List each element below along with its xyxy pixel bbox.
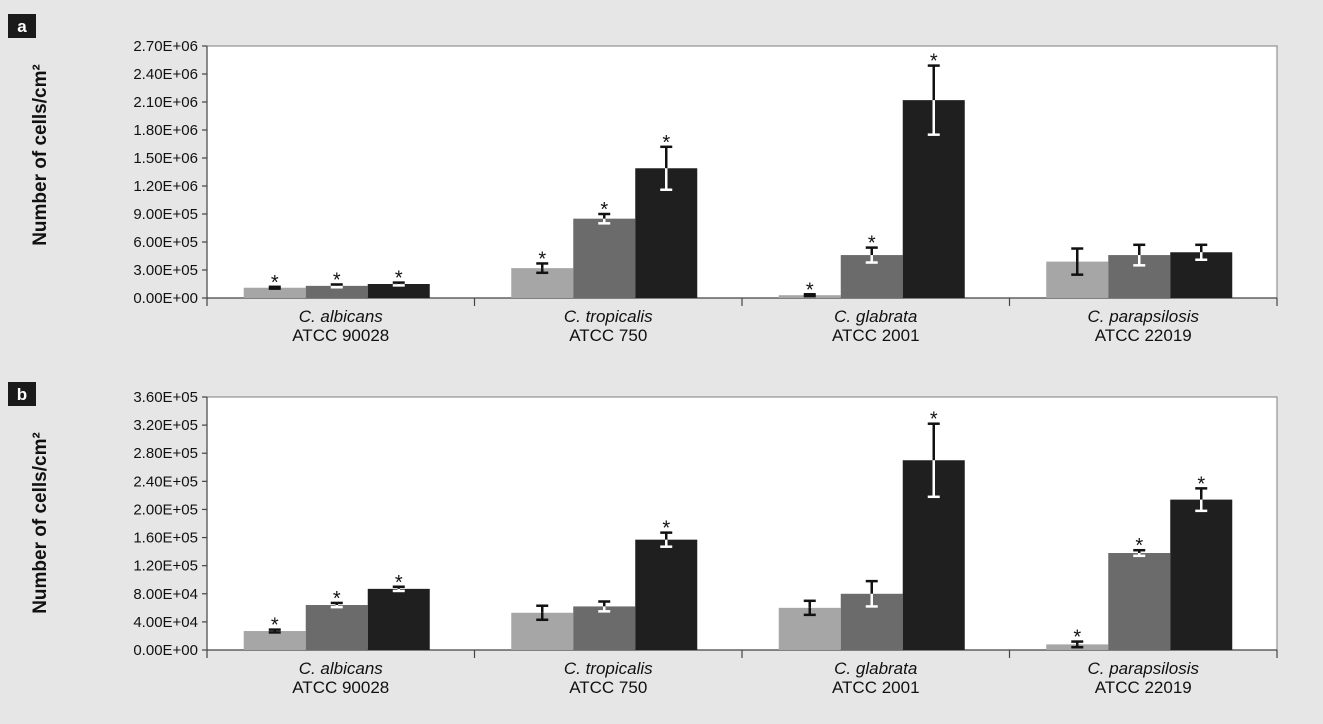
panel-a-category-strain-label: ATCC 750 xyxy=(569,326,647,345)
panel-a-significance-star: * xyxy=(868,233,876,255)
panel-b-y-tick-label: 2.00E+05 xyxy=(133,501,198,518)
panel-a-category-species-label: C. tropicalis xyxy=(564,307,653,326)
panel-b-category-strain-label: ATCC 22019 xyxy=(1095,678,1192,697)
panel-b-significance-star: * xyxy=(395,572,403,594)
panel-a-category-strain-label: ATCC 2001 xyxy=(832,326,920,345)
panel-a-y-tick-label: 2.70E+06 xyxy=(133,38,198,55)
panel-b-y-tick-label: 1.60E+05 xyxy=(133,530,198,547)
panel-a-y-tick-label: 2.10E+06 xyxy=(133,94,198,111)
panel-b-y-axis-label: Number of cells/cm² xyxy=(30,432,51,614)
panel-b-y-tick-label: 1.20E+05 xyxy=(133,558,198,575)
panel-a-bar xyxy=(573,218,636,298)
panel-a-y-axis-label: Number of cells/cm² xyxy=(30,64,51,246)
panel-b-bar xyxy=(1108,553,1171,650)
panel-b-significance-star: * xyxy=(1197,473,1205,495)
panel-b-significance-star: * xyxy=(271,615,279,637)
panel-b-y-tick-label: 4.00E+04 xyxy=(133,614,198,631)
panel-a-y-tick-label: 9.00E+05 xyxy=(133,206,198,223)
panel-b-significance-star: * xyxy=(1135,535,1143,557)
panel-b-category-species-label: C. tropicalis xyxy=(564,659,653,678)
panel-b-bar xyxy=(573,606,636,650)
panel-a-significance-star: * xyxy=(806,279,814,301)
panel-a-bar xyxy=(243,287,306,298)
panel-a-significance-star: * xyxy=(333,269,341,291)
panel-b-category-strain-label: ATCC 2001 xyxy=(832,678,920,697)
panel-a-significance-star: * xyxy=(662,132,670,154)
panel-b-bar xyxy=(367,588,430,650)
panel-a-category-species-label: C. parapsilosis xyxy=(1088,307,1200,326)
panel-a-significance-star: * xyxy=(538,248,546,270)
panel-b-y-tick-label: 3.60E+05 xyxy=(133,389,198,406)
panel-b-y-tick-label: 2.40E+05 xyxy=(133,473,198,490)
panel-a-bar xyxy=(367,284,430,298)
panel-b-significance-star: * xyxy=(1073,627,1081,649)
panel-b-y-tick-label: 8.00E+04 xyxy=(133,586,198,603)
panel-a-category-species-label: C. albicans xyxy=(299,307,384,326)
panel-a-y-tick-label: 0.00E+00 xyxy=(133,290,198,307)
panel-a-significance-star: * xyxy=(271,272,279,294)
panel-b: b Number of cells/cm² 0.00E+00 4.00E+04 8.… xyxy=(8,382,1278,697)
panel-a-plot-area xyxy=(206,45,1278,299)
panel-b-bar xyxy=(1170,499,1233,650)
panel-a-bar xyxy=(305,285,368,298)
panel-b-bar xyxy=(305,605,368,650)
panel-a-y-tick-label: 3.00E+05 xyxy=(133,262,198,279)
panel-a-letter: a xyxy=(17,17,27,36)
panel-a-category-strain-label: ATCC 22019 xyxy=(1095,326,1192,345)
panel-b-category-species-label: C. glabrata xyxy=(834,659,917,678)
panel-b-bar xyxy=(635,539,698,650)
panel-b-category-species-label: C. albicans xyxy=(299,659,384,678)
panel-a-y-tick-label: 6.00E+05 xyxy=(133,234,198,251)
panel-a-y-tick-label: 2.40E+06 xyxy=(133,66,198,83)
panel-b-category-strain-label: ATCC 90028 xyxy=(292,678,389,697)
panel-a-significance-star: * xyxy=(930,51,938,73)
panel-b-y-tick-label: 0.00E+00 xyxy=(133,642,198,659)
panel-a-significance-star: * xyxy=(600,199,608,221)
panel-b-badge xyxy=(8,382,36,406)
panel-a-category-species-label: C. glabrata xyxy=(834,307,917,326)
panel-a-category-strain-label: ATCC 90028 xyxy=(292,326,389,345)
panel-a-badge xyxy=(8,14,36,38)
panel-b-significance-star: * xyxy=(662,518,670,540)
panel-a-y-tick-label: 1.20E+06 xyxy=(133,178,198,195)
panel-a-y-tick-label: 1.80E+06 xyxy=(133,122,198,139)
panel-b-significance-star: * xyxy=(333,588,341,610)
panel-b-category-species-label: C. parapsilosis xyxy=(1088,659,1200,678)
panel-a-significance-star: * xyxy=(395,268,403,290)
panel-b-y-tick-label: 3.20E+05 xyxy=(133,417,198,434)
panel-b-y-tick-label: 2.80E+05 xyxy=(133,445,198,462)
panel-a: a Number of cells/cm² 0.00E+00 3.00E+05 6.… xyxy=(8,14,1278,345)
panel-b-bar xyxy=(243,631,306,650)
panel-b-significance-star: * xyxy=(930,409,938,431)
panel-a-y-tick-label: 1.50E+06 xyxy=(133,150,198,167)
panel-b-letter: b xyxy=(17,385,27,404)
panel-b-category-strain-label: ATCC 750 xyxy=(569,678,647,697)
